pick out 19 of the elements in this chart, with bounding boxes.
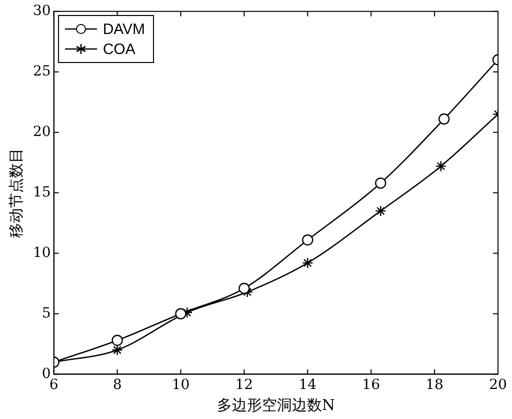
y-tick-label: 0: [42, 366, 51, 382]
y-tick-label: 30: [32, 3, 51, 20]
x-tick-label: 20: [489, 377, 507, 394]
x-tick-label: 6: [49, 377, 58, 394]
x-axis-title: 多边形空洞边数N: [216, 396, 335, 414]
legend-label: DAVM: [102, 20, 146, 38]
x-tick-label: 18: [426, 377, 444, 394]
x-tick-label: 10: [172, 377, 190, 394]
legend-label: COA: [102, 40, 136, 58]
x-tick-label: 8: [112, 377, 122, 394]
y-tick-label: 15: [32, 184, 51, 200]
x-tick-label: 16: [362, 377, 380, 394]
y-tick-label: 25: [32, 64, 51, 80]
x-tick-label: 14: [298, 377, 317, 394]
y-tick-label: 10: [32, 244, 51, 261]
x-tick-label: 12: [235, 377, 254, 394]
y-axis-title: 移动节点数目: [6, 148, 25, 238]
y-tick-label: 5: [42, 305, 51, 322]
y-tick-label: 20: [32, 124, 51, 140]
